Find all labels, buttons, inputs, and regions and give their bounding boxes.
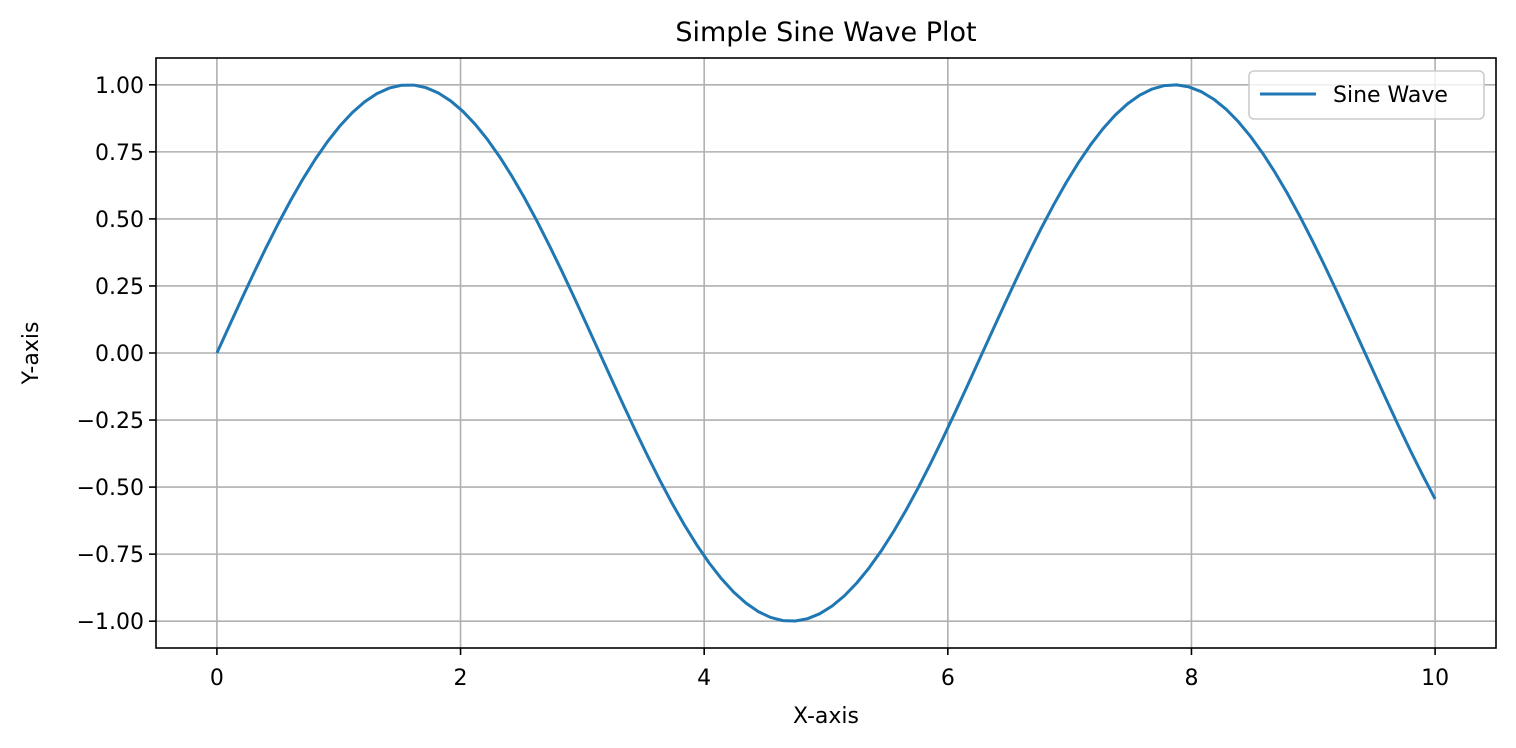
y-tick-label: 0.25 [95,275,144,300]
y-tick-label: 0.00 [95,342,144,367]
y-tick-label: −0.25 [77,409,144,434]
x-axis-ticks: 0 2 4 6 8 10 [210,648,1449,691]
grid [156,58,1496,648]
y-tick-label: −0.75 [77,543,144,568]
legend-label: Sine Wave [1333,83,1448,108]
legend: Sine Wave [1248,70,1485,120]
x-tick-label: 8 [1184,666,1198,691]
y-tick-label: −1.00 [77,610,144,635]
y-axis-label: Y-axis [19,322,44,386]
y-tick-label: 1.00 [95,74,144,99]
sine-wave-line [215,83,1437,623]
x-tick-label: 4 [697,666,711,691]
x-tick-label: 6 [941,666,955,691]
legend-box [1248,70,1485,120]
x-tick-label: 0 [210,666,224,691]
x-tick-label: 10 [1421,666,1449,691]
y-axis-ticks: 1.00 0.75 0.50 0.25 0.00 −0.25 −0.50 −0.75 −1.00 [77,74,156,635]
y-tick-label: 0.50 [95,208,144,233]
y-tick-label: −0.50 [77,476,144,501]
x-axis-label: X-axis [793,704,859,729]
x-tick-label: 2 [454,666,468,691]
y-tick-label: 0.75 [95,141,144,166]
chart-title: Simple Sine Wave Plot [675,17,976,48]
